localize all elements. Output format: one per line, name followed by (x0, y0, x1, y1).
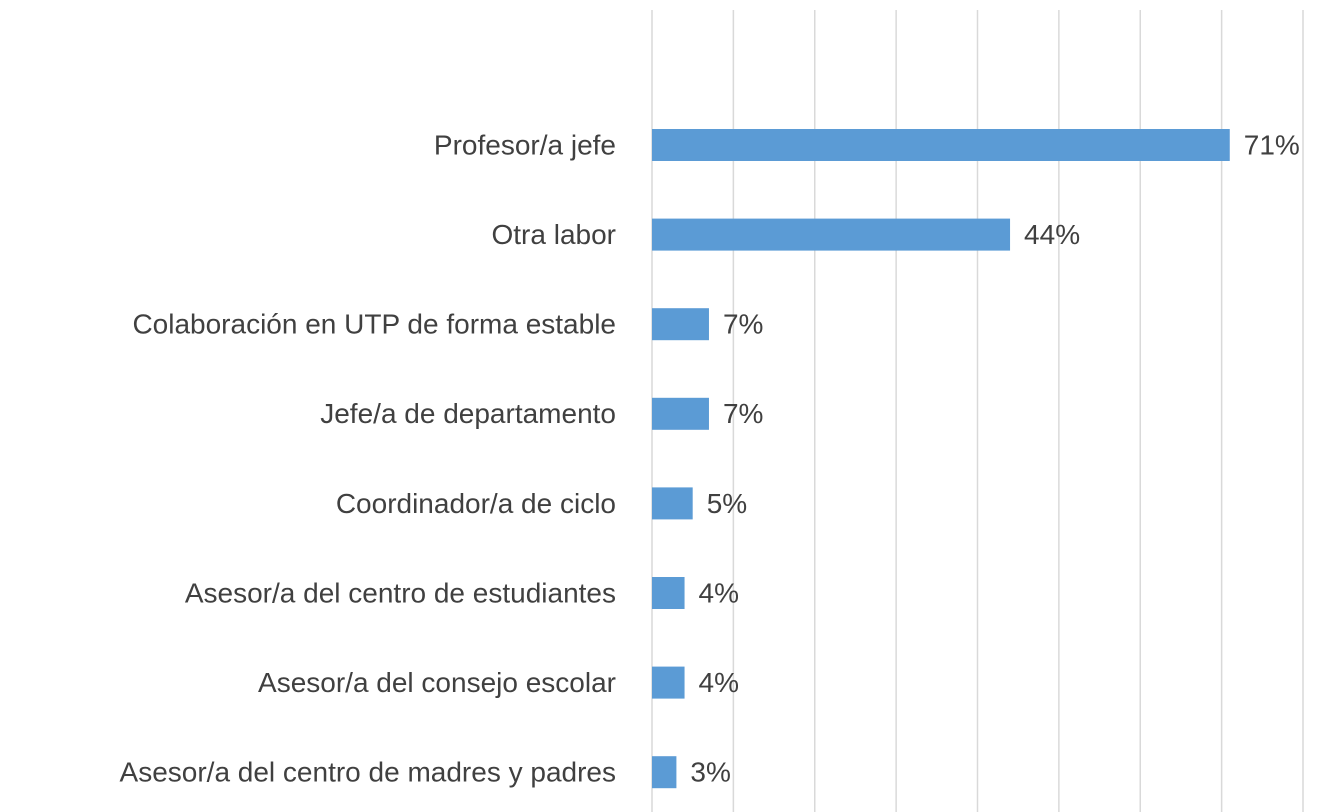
bar (652, 487, 693, 520)
data-label: 5% (707, 488, 747, 519)
data-label: 7% (723, 309, 763, 340)
category-label: Otra labor (492, 219, 617, 250)
bar (652, 218, 1011, 251)
category-label: Profesor/a jefe (434, 129, 616, 160)
bar (652, 756, 677, 789)
data-label: 4% (699, 667, 739, 698)
bar (652, 666, 685, 699)
data-label: 3% (690, 757, 730, 788)
category-label: Asesor/a del centro de madres y padres (120, 757, 616, 788)
bar (652, 129, 1230, 161)
bar (652, 397, 709, 430)
data-label: 71% (1244, 129, 1300, 160)
data-label: 7% (723, 398, 763, 429)
data-label: 44% (1024, 219, 1080, 250)
category-label: Asesor/a del consejo escolar (258, 667, 616, 698)
bar (652, 308, 709, 341)
data-label: 4% (699, 577, 739, 608)
category-label: Colaboración en UTP de forma estable (132, 309, 616, 340)
bar (652, 577, 685, 609)
category-label: Coordinador/a de ciclo (336, 488, 616, 519)
category-label: Asesor/a del centro de estudiantes (185, 577, 616, 608)
category-label: Jefe/a de departamento (320, 398, 616, 429)
